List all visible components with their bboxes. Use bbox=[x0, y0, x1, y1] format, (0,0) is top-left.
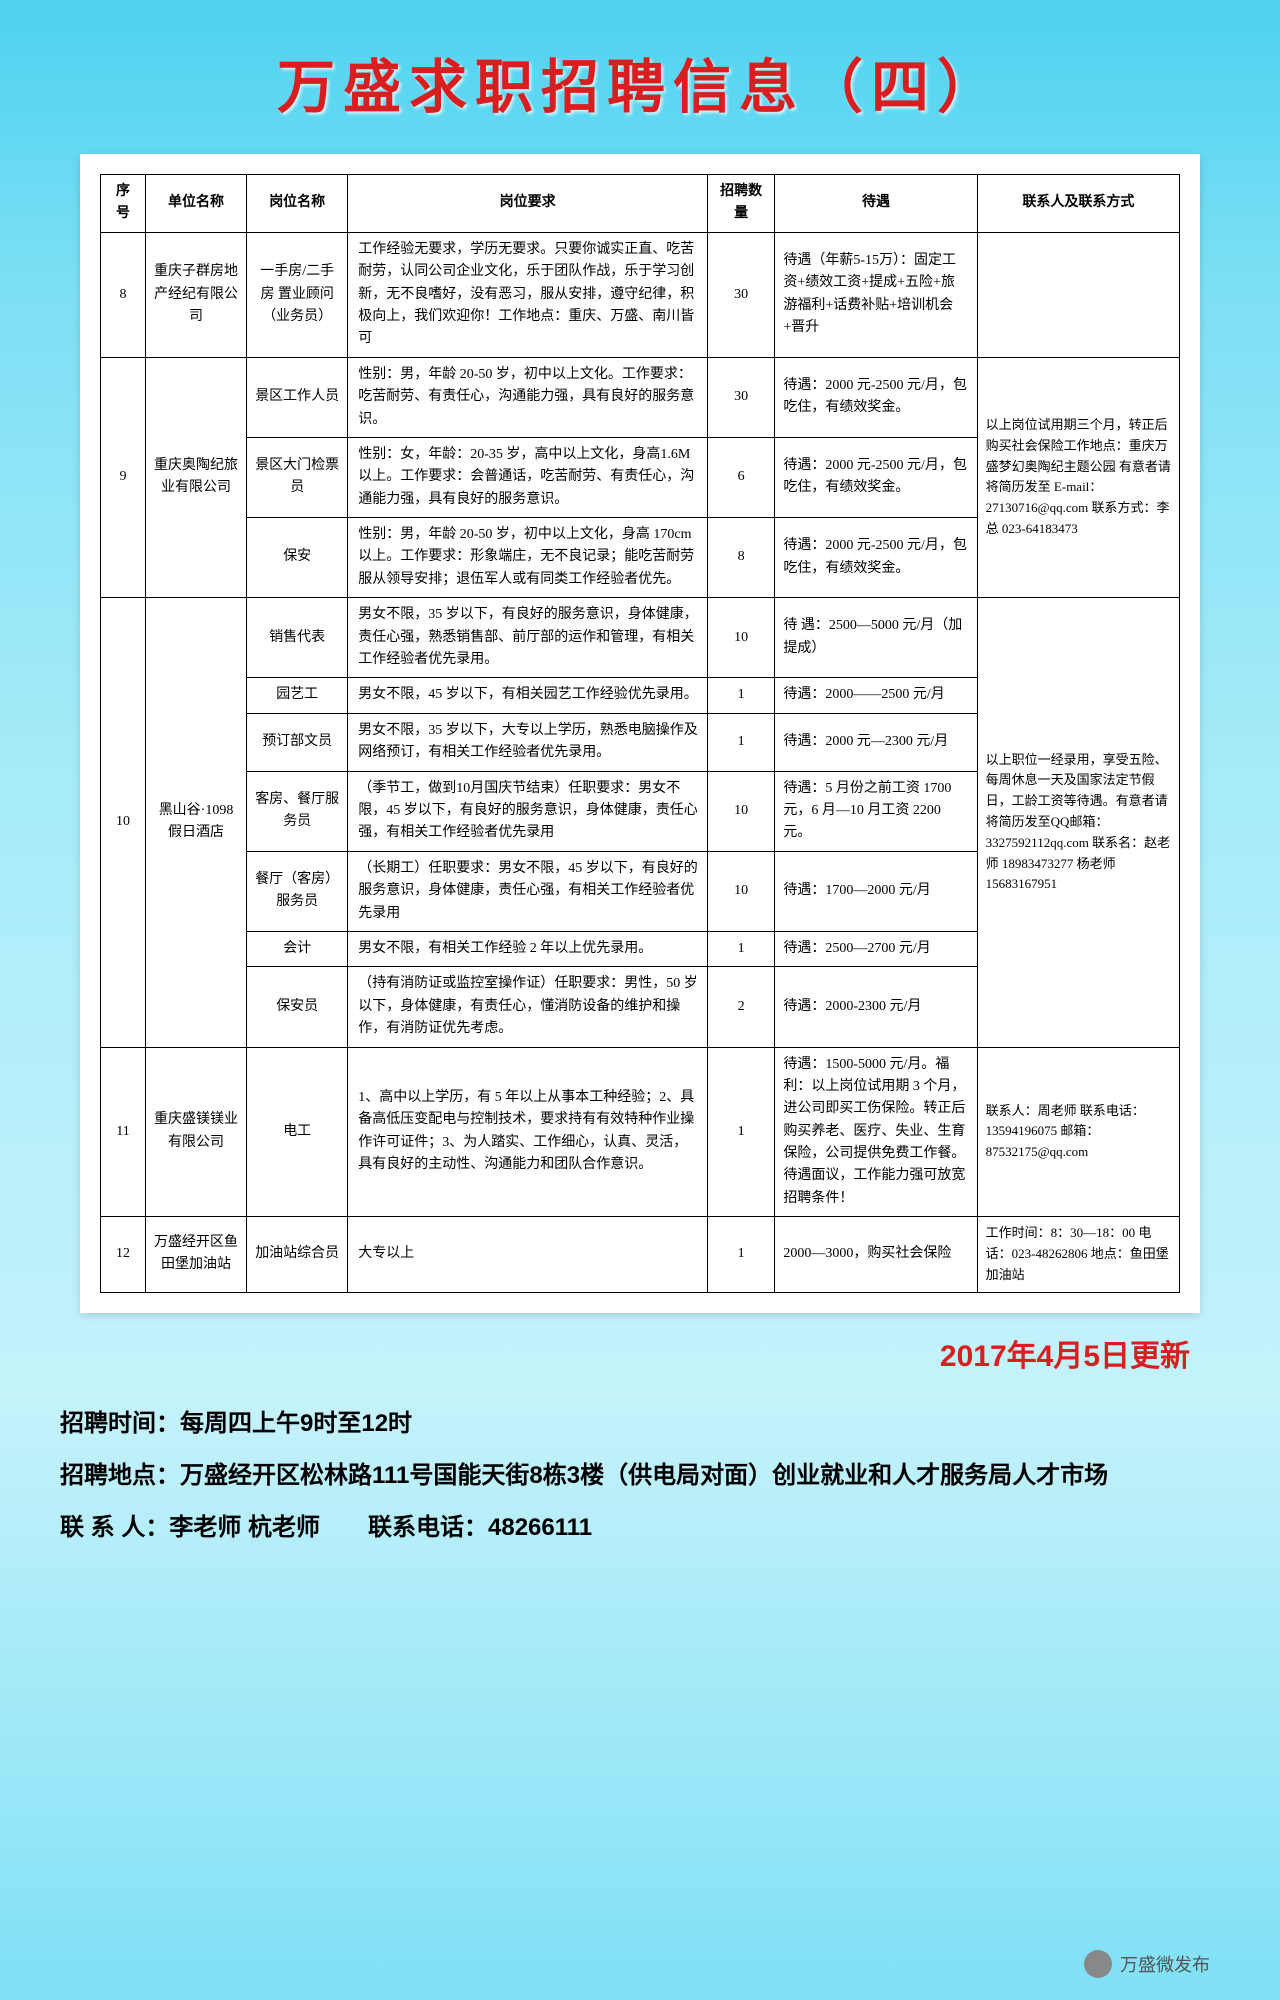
cell-treatment: 待遇：2000 元-2500 元/月，包吃住，有绩效奖金。 bbox=[775, 518, 977, 598]
cell-requirement: 性别：男，年龄 20-50 岁，初中以上文化。工作要求：吃苦耐劳、有责任心，沟通… bbox=[348, 357, 708, 437]
cell-treatment: 待遇：2500—2700 元/月 bbox=[775, 931, 977, 966]
cell-no: 9 bbox=[101, 357, 146, 598]
table-row: 10黑山谷·1098假日酒店销售代表男女不限，35 岁以下，有良好的服务意识，身… bbox=[101, 598, 1180, 678]
cell-position: 园艺工 bbox=[247, 678, 348, 713]
cell-treatment: 2000—3000，购买社会保险 bbox=[775, 1217, 977, 1292]
cell-contact: 工作时间：8：30—18：00 电话：023-48262806 地点：鱼田堡加油… bbox=[977, 1217, 1179, 1292]
cell-count: 1 bbox=[707, 1217, 774, 1292]
cell-count: 1 bbox=[707, 713, 774, 771]
cell-count: 6 bbox=[707, 437, 774, 517]
cell-count: 10 bbox=[707, 771, 774, 851]
cell-count: 30 bbox=[707, 232, 774, 357]
cell-treatment: 待遇：2000-2300 元/月 bbox=[775, 967, 977, 1047]
cell-requirement: 男女不限，有相关工作经验 2 年以上优先录用。 bbox=[348, 931, 708, 966]
cell-count: 10 bbox=[707, 851, 774, 931]
col-company: 单位名称 bbox=[145, 175, 246, 233]
cell-treatment: 待遇：1500-5000 元/月。福利：以上岗位试用期 3 个月，进公司即买工伤… bbox=[775, 1047, 977, 1217]
cell-position: 加油站综合员 bbox=[247, 1217, 348, 1292]
col-position: 岗位名称 bbox=[247, 175, 348, 233]
cell-count: 2 bbox=[707, 967, 774, 1047]
cell-position: 一手房/二手房 置业顾问（业务员） bbox=[247, 232, 348, 357]
cell-requirement: 工作经验无要求，学历无要求。只要你诚实正直、吃苦耐劳，认同公司企业文化，乐于团队… bbox=[348, 232, 708, 357]
cell-contact bbox=[977, 232, 1179, 357]
cell-treatment: 待遇：2000 元—2300 元/月 bbox=[775, 713, 977, 771]
table-row: 8重庆子群房地产经纪有限公司一手房/二手房 置业顾问（业务员）工作经验无要求，学… bbox=[101, 232, 1180, 357]
cell-contact: 以上岗位试用期三个月，转正后购买社会保险工作地点：重庆万盛梦幻奥陶纪主题公园 有… bbox=[977, 357, 1179, 598]
footer-time: 招聘时间：每周四上午9时至12时 bbox=[60, 1400, 1220, 1448]
cell-requirement: 大专以上 bbox=[348, 1217, 708, 1292]
cell-treatment: 待 遇：2500—5000 元/月（加提成） bbox=[775, 598, 977, 678]
table-header-row: 序号 单位名称 岗位名称 岗位要求 招聘数量 待遇 联系人及联系方式 bbox=[101, 175, 1180, 233]
cell-company: 重庆奥陶纪旅业有限公司 bbox=[145, 357, 246, 598]
table-row: 12万盛经开区鱼田堡加油站加油站综合员大专以上12000—3000，购买社会保险… bbox=[101, 1217, 1180, 1292]
footer-addr-value: 万盛经开区松林路111号国能天街8栋3楼（供电局对面）创业就业和人才服务局人才市… bbox=[180, 1462, 1108, 1489]
cell-treatment: 待遇：1700—2000 元/月 bbox=[775, 851, 977, 931]
cell-count: 1 bbox=[707, 1047, 774, 1217]
cell-treatment: 待遇：5 月份之前工资 1700 元，6 月—10 月工资 2200 元。 bbox=[775, 771, 977, 851]
footer: 招聘时间：每周四上午9时至12时 招聘地点：万盛经开区松林路111号国能天街8栋… bbox=[0, 1375, 1280, 1552]
update-date: 2017年4月5日更新 bbox=[0, 1331, 1190, 1375]
cell-requirement: 性别：女，年龄：20-35 岁，高中以上文化，身高1.6M以上。工作要求：会普通… bbox=[348, 437, 708, 517]
page-title: 万盛求职招聘信息（四） bbox=[0, 0, 1280, 154]
cell-no: 10 bbox=[101, 598, 146, 1047]
cell-position: 客房、餐厅服务员 bbox=[247, 771, 348, 851]
cell-position: 电工 bbox=[247, 1047, 348, 1217]
cell-requirement: （长期工）任职要求：男女不限，45 岁以下，有良好的服务意识，身体健康，责任心强… bbox=[348, 851, 708, 931]
cell-requirement: （持有消防证或监控室操作证）任职要求：男性，50 岁以下，身体健康，有责任心，懂… bbox=[348, 967, 708, 1047]
cell-position: 景区工作人员 bbox=[247, 357, 348, 437]
cell-treatment: 待遇：2000——2500 元/月 bbox=[775, 678, 977, 713]
col-contact: 联系人及联系方式 bbox=[977, 175, 1179, 233]
table-container: 序号 单位名称 岗位名称 岗位要求 招聘数量 待遇 联系人及联系方式 8重庆子群… bbox=[80, 154, 1200, 1313]
table-row: 9重庆奥陶纪旅业有限公司景区工作人员性别：男，年龄 20-50 岁，初中以上文化… bbox=[101, 357, 1180, 437]
cell-position: 餐厅（客房）服务员 bbox=[247, 851, 348, 931]
cell-position: 保安员 bbox=[247, 967, 348, 1047]
cell-company: 重庆盛镁镁业有限公司 bbox=[145, 1047, 246, 1217]
cell-position: 销售代表 bbox=[247, 598, 348, 678]
footer-addr: 招聘地点：万盛经开区松林路111号国能天街8栋3楼（供电局对面）创业就业和人才服… bbox=[60, 1452, 1220, 1500]
col-no: 序号 bbox=[101, 175, 146, 233]
col-req: 岗位要求 bbox=[348, 175, 708, 233]
watermark-text: 万盛微发布 bbox=[1120, 1951, 1210, 1977]
cell-count: 30 bbox=[707, 357, 774, 437]
cell-treatment: 待遇：2000 元-2500 元/月，包吃住，有绩效奖金。 bbox=[775, 437, 977, 517]
col-treat: 待遇 bbox=[775, 175, 977, 233]
cell-company: 万盛经开区鱼田堡加油站 bbox=[145, 1217, 246, 1292]
cell-requirement: 性别：男，年龄 20-50 岁，初中以上文化，身高 170cm 以上。工作要求：… bbox=[348, 518, 708, 598]
cell-no: 8 bbox=[101, 232, 146, 357]
cell-count: 1 bbox=[707, 678, 774, 713]
cell-contact: 以上职位一经录用，享受五险、每周休息一天及国家法定节假日，工龄工资等待遇。有意者… bbox=[977, 598, 1179, 1047]
cell-company: 黑山谷·1098假日酒店 bbox=[145, 598, 246, 1047]
footer-contact-label: 联 系 人： bbox=[60, 1514, 169, 1541]
cell-count: 8 bbox=[707, 518, 774, 598]
cell-requirement: 男女不限，35 岁以下，有良好的服务意识，身体健康，责任心强，熟悉销售部、前厅部… bbox=[348, 598, 708, 678]
cell-contact: 联系人：周老师 联系电话：13594196075 邮箱：87532175@qq.… bbox=[977, 1047, 1179, 1217]
cell-position: 会计 bbox=[247, 931, 348, 966]
col-count: 招聘数量 bbox=[707, 175, 774, 233]
cell-requirement: （季节工，做到10月国庆节结束）任职要求：男女不限，45 岁以下，有良好的服务意… bbox=[348, 771, 708, 851]
cell-requirement: 1、高中以上学历，有 5 年以上从事本工种经验；2、具备高低压变配电与控制技术，… bbox=[348, 1047, 708, 1217]
cell-requirement: 男女不限，45 岁以下，有相关园艺工作经验优先录用。 bbox=[348, 678, 708, 713]
cell-company: 重庆子群房地产经纪有限公司 bbox=[145, 232, 246, 357]
cell-position: 景区大门检票员 bbox=[247, 437, 348, 517]
watermark: 万盛微发布 bbox=[1084, 1950, 1210, 1978]
footer-contact: 联 系 人：李老师 杭老师 联系电话：48266111 bbox=[60, 1504, 1220, 1552]
cell-count: 1 bbox=[707, 931, 774, 966]
cell-position: 保安 bbox=[247, 518, 348, 598]
job-table: 序号 单位名称 岗位名称 岗位要求 招聘数量 待遇 联系人及联系方式 8重庆子群… bbox=[100, 174, 1180, 1293]
footer-time-value: 每周四上午9时至12时 bbox=[180, 1410, 412, 1437]
cell-treatment: 待遇（年薪5-15万）：固定工资+绩效工资+提成+五险+旅游福利+话费补贴+培训… bbox=[775, 232, 977, 357]
footer-time-label: 招聘时间： bbox=[60, 1410, 180, 1437]
table-row: 11重庆盛镁镁业有限公司电工1、高中以上学历，有 5 年以上从事本工种经验；2、… bbox=[101, 1047, 1180, 1217]
cell-position: 预订部文员 bbox=[247, 713, 348, 771]
cell-treatment: 待遇：2000 元-2500 元/月，包吃住，有绩效奖金。 bbox=[775, 357, 977, 437]
cell-count: 10 bbox=[707, 598, 774, 678]
watermark-icon bbox=[1084, 1950, 1112, 1978]
cell-no: 11 bbox=[101, 1047, 146, 1217]
cell-no: 12 bbox=[101, 1217, 146, 1292]
footer-contact-value: 李老师 杭老师 联系电话：48266111 bbox=[169, 1514, 592, 1541]
footer-addr-label: 招聘地点： bbox=[60, 1462, 180, 1489]
cell-requirement: 男女不限，35 岁以下，大专以上学历，熟悉电脑操作及网络预订，有相关工作经验者优… bbox=[348, 713, 708, 771]
